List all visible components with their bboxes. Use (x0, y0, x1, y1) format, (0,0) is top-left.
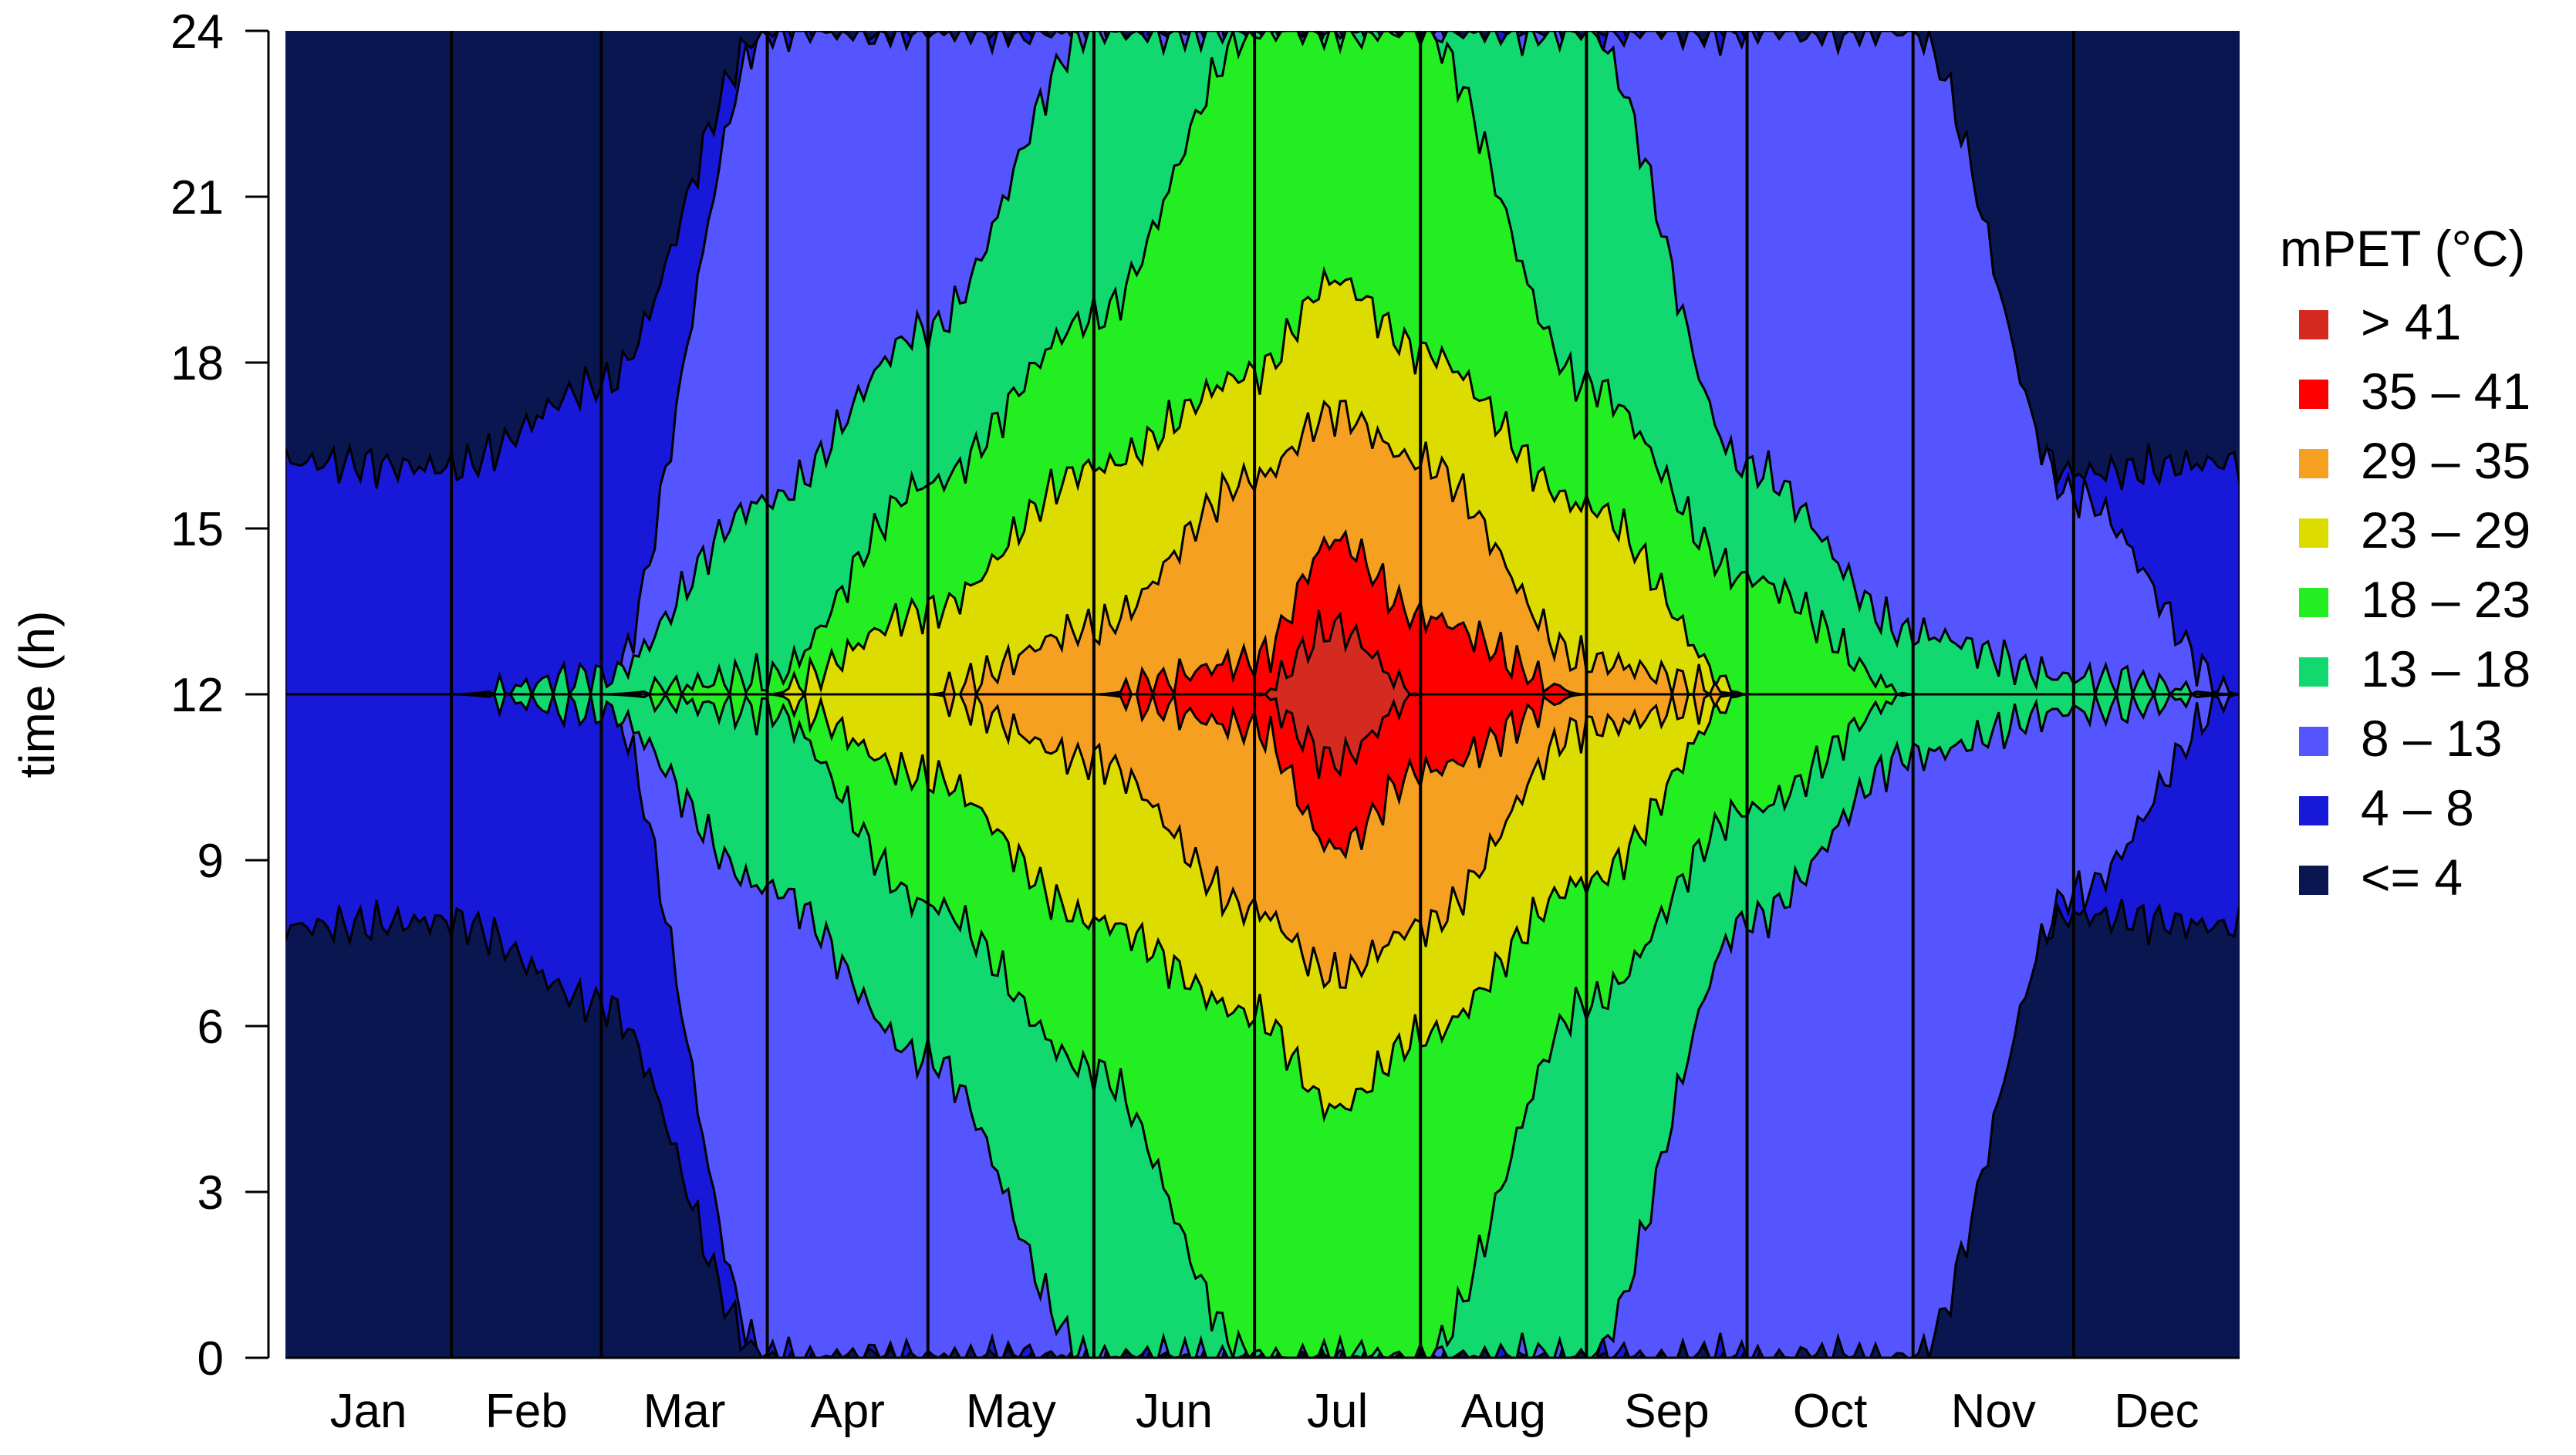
x-tick-label: Jun (1136, 1385, 1213, 1438)
legend-title: mPET (°C) (2280, 220, 2526, 277)
x-tick-label: Sep (1624, 1385, 1709, 1438)
legend-item-label: <= 4 (2361, 849, 2463, 906)
legend-swatch (2299, 380, 2328, 409)
y-axis-label: time (h) (9, 611, 65, 778)
legend: mPET (°C) > 41 35 – 41 29 – 35 23 – 29 18 – … (2280, 220, 2530, 906)
x-tick-label: Jul (1307, 1385, 1368, 1438)
legend-swatch (2299, 449, 2328, 478)
y-tick-label: 12 (170, 669, 224, 722)
x-tick-label: May (966, 1385, 1056, 1438)
legend-item-label: 18 – 23 (2361, 571, 2530, 628)
legend-item-label: 8 – 13 (2361, 710, 2503, 767)
legend-item-label: 29 – 35 (2361, 432, 2530, 489)
legend-swatch (2299, 657, 2328, 687)
band-gt-41 (285, 609, 2240, 779)
x-tick-label: Feb (485, 1385, 568, 1438)
x-tick-label: Mar (643, 1385, 726, 1438)
y-tick-label: 3 (198, 1166, 224, 1220)
month-boundary-lines (450, 31, 2075, 1358)
legend-swatch (2299, 518, 2328, 548)
x-tick-label: Jan (330, 1385, 407, 1438)
y-tick-label: 18 (170, 337, 224, 390)
legend-swatch (2299, 727, 2328, 756)
legend-swatch (2299, 796, 2328, 825)
legend-swatch (2299, 866, 2328, 895)
legend-item-label: > 41 (2361, 293, 2461, 350)
x-tick-label: Aug (1461, 1385, 1546, 1438)
legend-swatch (2299, 588, 2328, 617)
x-axis: Jan Feb Mar Apr May Jun Jul Aug Sep Oct Nov Dec (285, 1356, 2240, 1438)
x-tick-label: Oct (1793, 1385, 1867, 1438)
y-tick-label: 24 (170, 5, 224, 59)
y-tick-label: 15 (170, 503, 224, 556)
legend-item-label: 35 – 41 (2361, 363, 2530, 420)
legend-item-label: 23 – 29 (2361, 501, 2530, 559)
y-tick-label: 21 (170, 171, 224, 224)
y-tick-label: 0 (198, 1332, 224, 1386)
legend-item-label: 13 – 18 (2361, 640, 2530, 697)
y-tick-label: 6 (198, 1001, 224, 1054)
x-tick-label: Nov (1951, 1385, 2036, 1438)
x-tick-label: Apr (810, 1385, 884, 1438)
x-tick-label: Dec (2114, 1385, 2199, 1438)
y-tick-label: 9 (198, 835, 224, 888)
legend-item-label: 4 – 8 (2361, 779, 2474, 836)
plot-area (285, 31, 2240, 1358)
y-axis: 0 3 6 9 12 15 18 21 24 (170, 5, 270, 1386)
legend-swatch (2299, 310, 2328, 339)
